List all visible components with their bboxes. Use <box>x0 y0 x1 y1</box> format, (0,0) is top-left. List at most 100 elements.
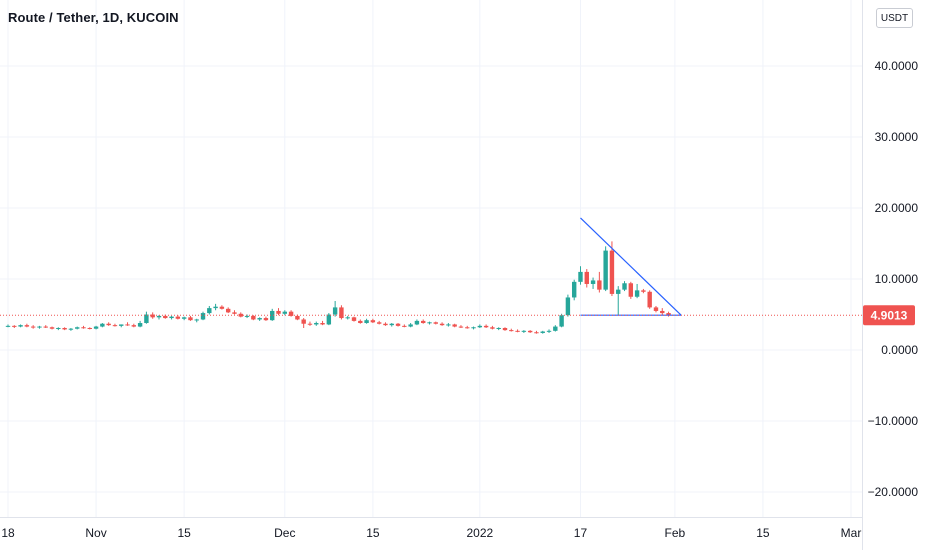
candle-body <box>509 330 514 332</box>
candle-body <box>490 327 495 329</box>
candle-body <box>169 316 174 319</box>
candle-body <box>225 308 231 313</box>
x-tick-label: 2022 <box>466 526 493 540</box>
candle-body <box>112 325 118 327</box>
candle-body <box>383 323 388 326</box>
candle-body <box>527 330 533 333</box>
candle-body <box>12 325 17 327</box>
candle-body <box>100 323 105 327</box>
candle-body <box>559 315 564 327</box>
chart-title: Route / Tether, 1D, KUCOIN <box>8 10 179 25</box>
candle-body <box>571 281 577 298</box>
candle-body <box>364 320 369 324</box>
candle-body <box>439 323 445 326</box>
candle-body <box>345 317 350 319</box>
candle-body <box>43 326 48 328</box>
candle-body <box>244 315 250 317</box>
y-tick-label: 0.0000 <box>881 343 918 357</box>
candle-body <box>483 325 489 328</box>
candle-body <box>647 291 652 308</box>
last-price-label: 4.9013 <box>871 309 908 323</box>
candle-body <box>144 314 149 324</box>
candle-body <box>175 316 181 319</box>
candle-body <box>156 315 162 318</box>
candle-body <box>37 326 42 328</box>
last-price-tag <box>863 305 915 326</box>
candle-body <box>521 330 527 332</box>
candle-body <box>62 327 67 330</box>
candle-body <box>181 317 187 319</box>
x-tick-label: 17 <box>574 526 588 540</box>
candle-body <box>534 332 539 334</box>
candle-body <box>5 325 11 327</box>
candle-body <box>301 319 306 324</box>
candle-body <box>49 327 55 329</box>
candle-body <box>433 322 438 324</box>
candle-body <box>628 283 634 297</box>
candle-body <box>414 320 420 325</box>
candle-body <box>332 307 338 315</box>
y-tick-label: 40.0000 <box>875 59 919 73</box>
candle-body <box>207 308 212 314</box>
currency-button[interactable]: USDT <box>876 8 913 28</box>
candle-body <box>458 326 464 328</box>
candle-body <box>263 318 269 321</box>
candle-body <box>660 310 665 314</box>
candle-body <box>515 330 520 332</box>
candle-body <box>616 289 621 294</box>
x-tick-label: Nov <box>85 526 106 540</box>
candle-body <box>219 306 225 309</box>
candle-body <box>421 320 426 324</box>
candle-body <box>74 327 80 329</box>
candle-body <box>194 319 199 321</box>
x-tick-label: Dec <box>274 526 295 540</box>
candle-body <box>465 327 470 329</box>
candle-body <box>496 327 501 329</box>
candle-body <box>200 313 206 320</box>
candle-body <box>188 317 193 321</box>
y-tick-label: 10.0000 <box>875 272 919 286</box>
candle-body <box>376 322 382 324</box>
candle-body <box>326 314 332 325</box>
candle-body <box>408 324 413 327</box>
candle-body <box>150 314 155 318</box>
y-tick-label: −20.0000 <box>868 485 919 499</box>
candle-body <box>270 310 275 321</box>
candle-body <box>163 315 168 319</box>
candle-body <box>307 323 313 325</box>
candle-body <box>666 313 671 316</box>
candle-body <box>351 317 357 321</box>
candle-body <box>502 327 508 331</box>
x-tick-label: 15 <box>756 526 770 540</box>
candle-body <box>590 280 596 284</box>
candle-body <box>540 331 545 333</box>
candle-body <box>584 271 589 284</box>
candle-body <box>213 306 218 309</box>
candle-body <box>257 318 262 320</box>
candle-body <box>446 324 451 326</box>
candle-body <box>125 324 130 326</box>
candle-body <box>56 327 61 329</box>
x-tick-label: 15 <box>366 526 380 540</box>
candle-body <box>653 307 659 311</box>
descending-trendline <box>580 217 682 316</box>
candle-body <box>402 325 407 327</box>
candle-body <box>578 271 583 282</box>
candle-body <box>30 326 36 328</box>
x-tick-label: 18 <box>1 526 15 540</box>
candle-body <box>119 324 124 326</box>
candle-body <box>137 323 143 327</box>
candle-body <box>370 320 376 323</box>
y-tick-label: −10.0000 <box>868 414 919 428</box>
candle-body <box>106 323 111 326</box>
candle-body <box>24 325 30 327</box>
candle-body <box>295 315 300 320</box>
candle-body <box>320 323 325 325</box>
candle-body <box>477 325 483 328</box>
candle-body <box>276 310 281 314</box>
candle-body <box>87 327 92 329</box>
candle-body <box>232 312 237 314</box>
